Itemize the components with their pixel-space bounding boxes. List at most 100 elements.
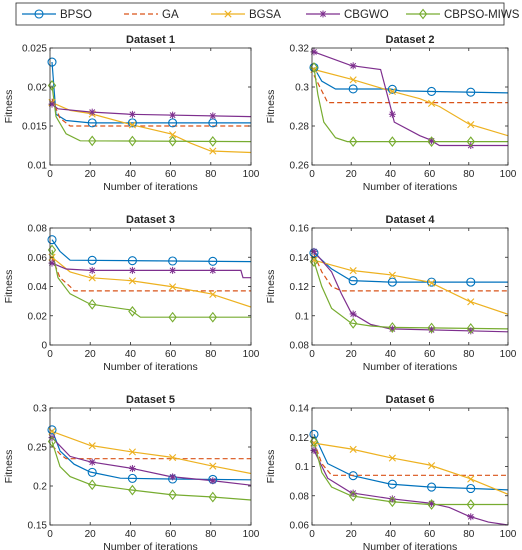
series-line-bgsa bbox=[51, 256, 251, 308]
marker-cbgwo bbox=[128, 266, 136, 274]
marker-bgsa bbox=[349, 76, 357, 84]
marker-cbgwo bbox=[88, 108, 96, 116]
series-line-ga bbox=[51, 257, 251, 292]
x-tick-label: 20 bbox=[346, 349, 358, 360]
marker-cbgwo bbox=[88, 458, 96, 466]
marker-cbpso-miws bbox=[427, 322, 436, 334]
x-tick-label: 20 bbox=[85, 349, 97, 360]
chart-4: 0 20 40 60 80 100 0.08 0.1 0.12 0.14 0.16 Dataset 4… bbox=[265, 214, 517, 373]
x-tick-label: 60 bbox=[165, 349, 177, 360]
marker-bgsa bbox=[209, 462, 217, 470]
marker-bpso bbox=[309, 429, 319, 439]
marker-bpso bbox=[168, 256, 178, 266]
x-tick-label: 0 bbox=[47, 349, 53, 360]
marker-bpso bbox=[47, 425, 57, 435]
x-axis-label: Number of iterations bbox=[103, 361, 198, 373]
x-tick-label: 0 bbox=[309, 169, 315, 180]
series-line-ga bbox=[51, 98, 251, 127]
x-tick-label: 80 bbox=[205, 169, 217, 180]
x-tick-label: 40 bbox=[385, 529, 397, 540]
marker-bgsa bbox=[88, 274, 96, 282]
x-tick-label: 40 bbox=[125, 349, 137, 360]
legend-label: CBGWO bbox=[344, 9, 389, 21]
y-tick-label: 0.3 bbox=[295, 83, 309, 94]
x-tick-label: 60 bbox=[424, 169, 436, 180]
legend-item-cbgwo: CBGWO bbox=[306, 9, 389, 21]
series-line-cbpso-miws bbox=[313, 67, 508, 143]
marker-cbgwo bbox=[388, 495, 396, 503]
marker-cbpso-miws bbox=[128, 305, 137, 317]
marker-bgsa bbox=[427, 279, 436, 287]
y-tick-label: 0.025 bbox=[22, 44, 47, 55]
marker-bgsa bbox=[467, 475, 475, 483]
marker-cbgwo bbox=[209, 266, 217, 274]
y-tick-label: 0.12 bbox=[290, 433, 310, 444]
y-axis-label: Fitness bbox=[265, 90, 277, 124]
marker-cbgwo bbox=[388, 110, 396, 118]
y-axis-label: Fitness bbox=[3, 450, 15, 484]
series-line-ga bbox=[313, 441, 508, 476]
x-tick-label: 20 bbox=[85, 529, 97, 540]
marker-cbgwo bbox=[428, 137, 436, 145]
y-tick-label: 0.15 bbox=[28, 521, 48, 532]
marker-bpso bbox=[466, 483, 476, 494]
y-tick-label: 0.12 bbox=[290, 282, 310, 293]
marker-cbgwo bbox=[467, 513, 475, 521]
marker-bgsa bbox=[388, 271, 396, 279]
marker-cbpso-miws bbox=[208, 491, 218, 503]
plot-area bbox=[312, 408, 508, 525]
legend-marker bbox=[418, 8, 428, 20]
y-tick-label: 0.08 bbox=[290, 491, 310, 502]
legend-item-bgsa: BGSA bbox=[211, 9, 281, 21]
x-tick-label: 100 bbox=[243, 529, 260, 540]
legend-label: CBPSO-MIWS bbox=[444, 9, 520, 21]
marker-bgsa bbox=[349, 267, 357, 275]
series-line-bgsa bbox=[313, 442, 508, 495]
marker-bpso bbox=[87, 118, 97, 128]
chart-6: 0 20 40 60 80 100 0.06 0.08 0.1 0.12 0.14 Dataset 6… bbox=[265, 394, 517, 550]
marker-bpso bbox=[127, 473, 137, 483]
y-tick-label: 0.16 bbox=[290, 224, 310, 235]
legend-label: BPSO bbox=[60, 9, 92, 21]
marker-cbgwo bbox=[88, 266, 96, 274]
y-tick-label: 0.015 bbox=[22, 122, 47, 133]
series-line-bpso bbox=[313, 67, 508, 94]
marker-cbpso-miws bbox=[466, 323, 475, 334]
series-line-cbpso-miws bbox=[51, 249, 251, 318]
x-tick-label: 40 bbox=[125, 169, 137, 180]
marker-cbgwo bbox=[388, 325, 396, 333]
marker-bgsa bbox=[388, 454, 396, 462]
marker-bpso bbox=[466, 277, 476, 287]
marker-cbgwo bbox=[169, 111, 177, 119]
marker-cbpso-miws bbox=[168, 489, 177, 501]
x-tick-label: 80 bbox=[205, 529, 217, 540]
marker-bgsa bbox=[128, 448, 136, 456]
series-group bbox=[51, 239, 251, 318]
marker-bpso bbox=[127, 256, 137, 266]
marker-cbgwo bbox=[48, 259, 56, 267]
marker-bgsa bbox=[467, 121, 475, 129]
plot-area bbox=[50, 228, 251, 345]
marker-cbpso-miws bbox=[348, 136, 358, 147]
x-tick-label: 0 bbox=[309, 529, 315, 540]
marker-cbgwo bbox=[310, 247, 318, 255]
series-line-bpso bbox=[313, 434, 508, 491]
legend-box bbox=[15, 2, 505, 26]
marker-cbpso-miws bbox=[168, 135, 177, 147]
axes-box bbox=[311, 47, 509, 166]
marker-bpso bbox=[47, 57, 57, 67]
marker-cbpso-miws bbox=[88, 135, 97, 147]
marker-bpso bbox=[387, 84, 397, 94]
marker-cbgwo bbox=[128, 110, 136, 118]
marker-bgsa bbox=[349, 445, 357, 453]
series-line-cbgwo bbox=[313, 51, 508, 147]
series-line-cbgwo bbox=[51, 262, 251, 279]
marker-cbpso-miws bbox=[168, 311, 177, 323]
marker-cbpso-miws bbox=[427, 136, 436, 147]
marker-bgsa bbox=[128, 277, 136, 285]
y-tick-label: 0.06 bbox=[28, 253, 48, 264]
marker-bpso bbox=[387, 479, 397, 489]
marker-cbgwo bbox=[349, 310, 357, 318]
marker-cbpso-miws bbox=[128, 135, 137, 147]
x-tick-label: 60 bbox=[165, 169, 177, 180]
